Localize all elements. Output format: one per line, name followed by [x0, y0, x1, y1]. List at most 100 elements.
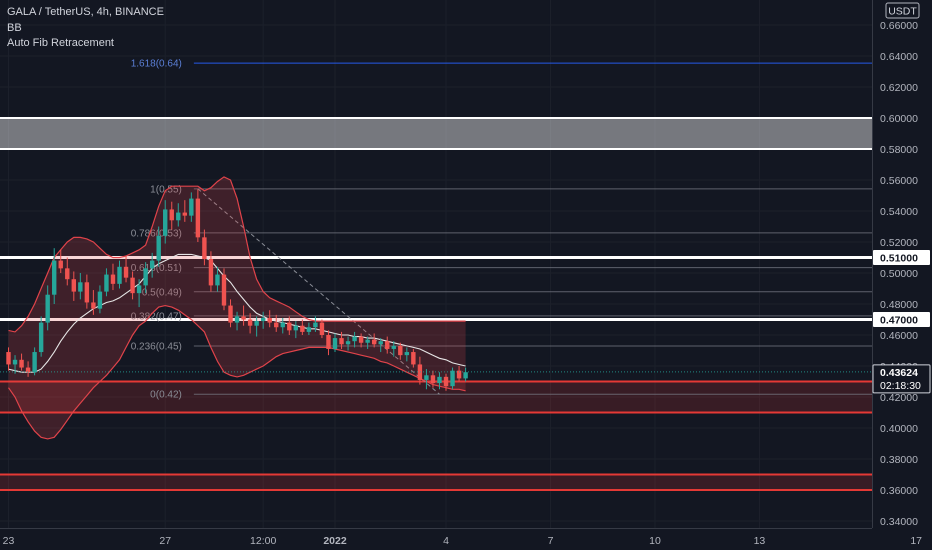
candle — [241, 305, 246, 326]
candle-body — [398, 345, 403, 356]
candle-body — [391, 345, 396, 349]
indicator-auto-fib[interactable]: Auto Fib Retracement — [7, 37, 114, 49]
time-tick-label: 12:00 — [250, 535, 276, 547]
price-tick-label: 0.40000 — [880, 423, 918, 435]
candle-body — [71, 279, 76, 292]
price-tick-label: 0.52000 — [880, 237, 918, 249]
candle — [424, 369, 429, 390]
time-tick-label: 7 — [548, 535, 554, 547]
candle-body — [143, 268, 148, 286]
candles — [6, 189, 468, 391]
candle — [97, 285, 103, 314]
candle-body — [385, 341, 390, 349]
price-tick-label: 0.60000 — [880, 113, 918, 125]
indicator-bb[interactable]: BB — [7, 21, 22, 34]
candle — [247, 313, 253, 334]
candle-body — [221, 274, 227, 306]
candle — [78, 273, 83, 300]
candle-body — [182, 212, 188, 216]
candle-body — [378, 341, 383, 345]
candle — [58, 249, 63, 273]
price-tick-label: 0.64000 — [880, 51, 918, 63]
fib-level-label: 0.786(0.53) — [131, 228, 182, 239]
candle-body — [404, 352, 410, 356]
time-tick-label: 4 — [443, 535, 449, 547]
time-tick-label: 2022 — [323, 535, 347, 547]
candle-body — [156, 235, 161, 261]
level-zone-fill — [0, 381, 872, 413]
candle-body — [287, 322, 292, 331]
candle-body — [430, 375, 436, 384]
currency-button[interactable]: USDT — [885, 2, 920, 19]
price-tick-label: 0.34000 — [880, 516, 918, 528]
candle — [260, 311, 266, 329]
candle — [365, 336, 370, 349]
candle-body — [78, 282, 83, 292]
candle-body — [215, 274, 220, 286]
candle-body — [234, 316, 240, 323]
candle — [208, 251, 214, 292]
chart-legend: GALA / TetherUS, 4h, BINANCE BB Auto Fib… — [7, 5, 164, 52]
candle — [398, 342, 403, 360]
candle-body — [169, 209, 174, 221]
candle — [45, 285, 50, 331]
candle — [391, 341, 396, 357]
candle-body — [228, 305, 233, 323]
price-tick-label: 0.50000 — [880, 268, 918, 280]
candle-body — [12, 359, 18, 365]
candle-body — [450, 370, 455, 387]
candle-body — [358, 336, 364, 343]
candle-body — [437, 376, 442, 384]
candle-body — [45, 294, 50, 323]
candle — [267, 310, 272, 328]
candle — [163, 200, 168, 244]
candle — [339, 331, 344, 349]
candle — [182, 200, 188, 222]
candle — [280, 317, 285, 334]
candle-body — [260, 317, 266, 322]
bb-fill — [8, 176, 466, 439]
candle — [378, 338, 383, 353]
candle — [130, 271, 135, 300]
candle — [195, 189, 201, 242]
candle-body — [463, 372, 468, 379]
candle-body — [339, 338, 344, 345]
candle — [221, 268, 227, 311]
candle-body — [110, 274, 116, 284]
candle-body — [417, 364, 423, 380]
candle — [437, 372, 442, 390]
time-tick-label: 13 — [754, 535, 766, 547]
candle — [136, 279, 142, 308]
candle-body — [104, 274, 109, 292]
candle-body — [176, 212, 181, 221]
time-axis[interactable]: 23 27 12:00 2022 4 7 10 13 17 — [3, 535, 923, 547]
candle — [202, 229, 207, 266]
candle — [306, 322, 312, 335]
candle — [450, 367, 455, 390]
candle-body — [241, 316, 246, 320]
fib-retracement[interactable]: 1.618(0.64)1(0.55)0.786(0.53)0.618(0.51)… — [131, 59, 872, 401]
price-axis[interactable]: 0.340000.360000.380000.400000.420000.440… — [880, 20, 918, 528]
price-tick-label: 0.58000 — [880, 144, 918, 156]
candle — [430, 370, 436, 388]
symbol-title[interactable]: GALA / TetherUS, 4h, BINANCE — [7, 6, 164, 18]
fib-level-label: 1.618(0.64) — [131, 59, 182, 70]
candle-body — [274, 322, 279, 328]
candle — [358, 333, 364, 348]
candle-body — [326, 335, 331, 349]
bb-lower-line — [8, 304, 466, 440]
candle — [110, 263, 116, 291]
horizontal-levels[interactable] — [0, 117, 872, 491]
fib-trend-line[interactable] — [197, 188, 440, 395]
candle — [123, 255, 129, 283]
fib-level-label: 0.5(0.49) — [142, 287, 182, 298]
candle — [12, 355, 18, 374]
candle-body — [117, 266, 122, 284]
candle-body — [345, 341, 351, 345]
candle — [300, 319, 305, 335]
candle — [404, 347, 410, 362]
fib-level-label: 0.236(0.45) — [131, 342, 182, 353]
candle-body — [58, 260, 63, 269]
